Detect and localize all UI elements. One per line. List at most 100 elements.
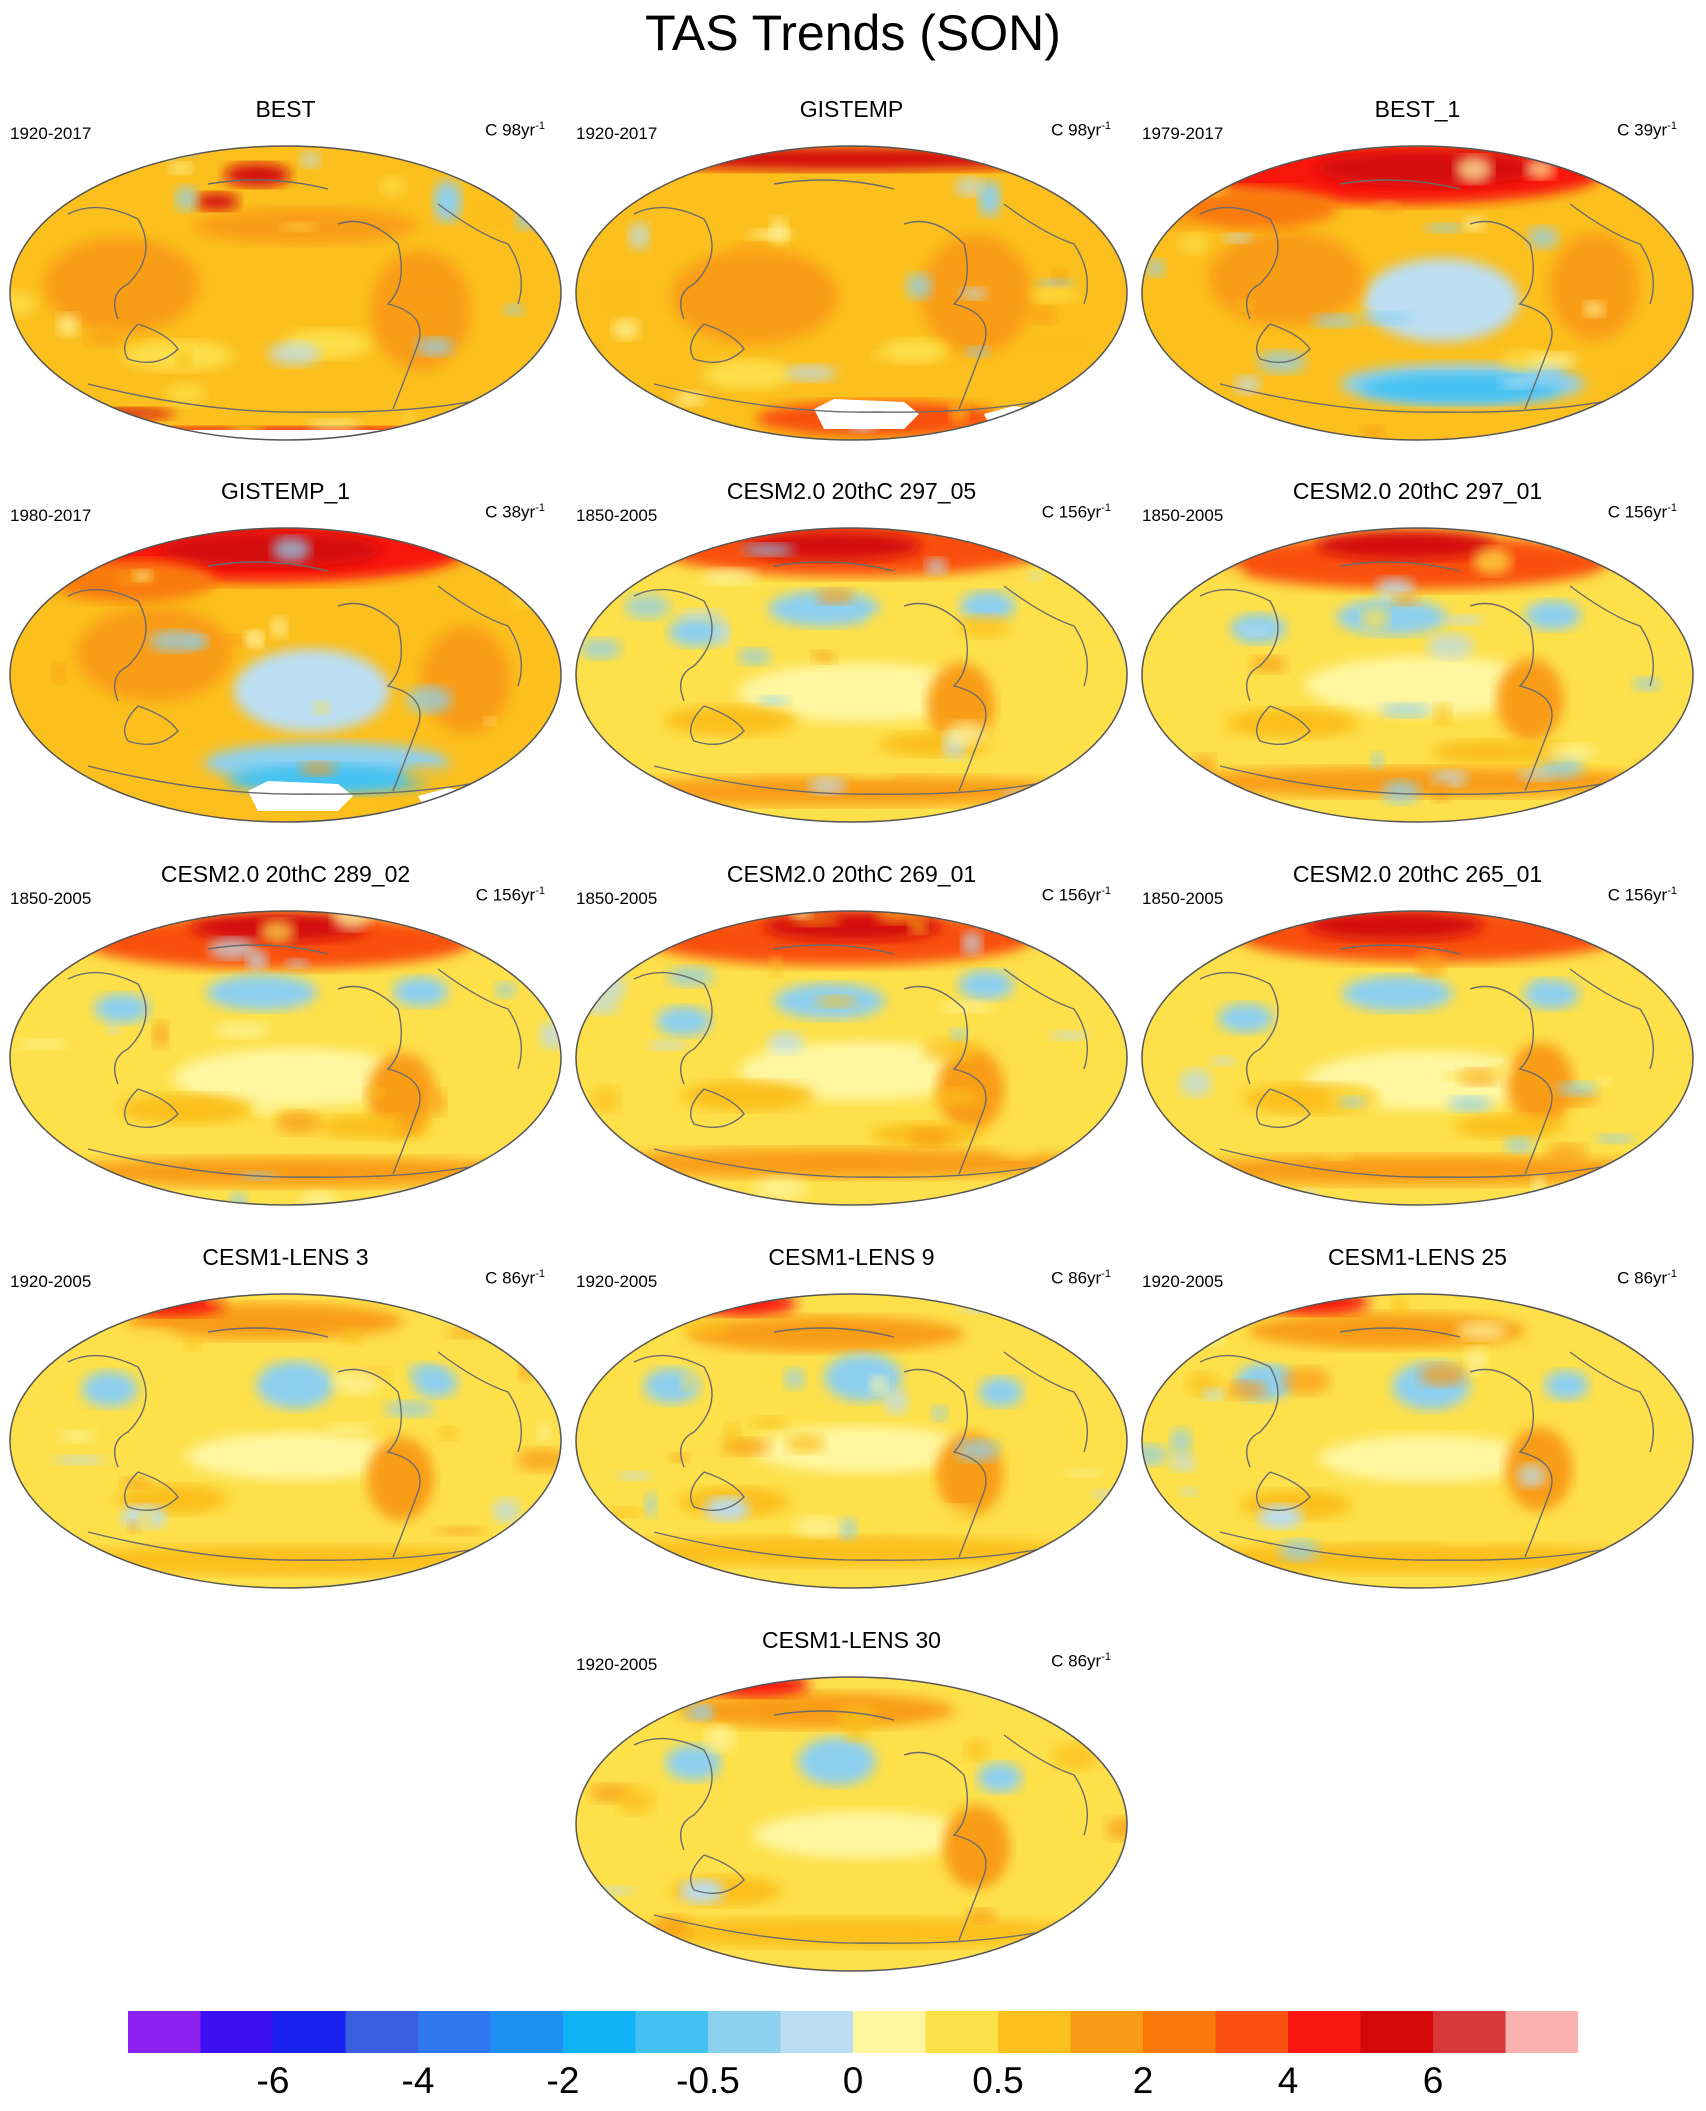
panel-units: C 98yr-1: [485, 120, 545, 141]
trend-speckle: [252, 1101, 281, 1117]
colorbar-box: [563, 2011, 636, 2053]
colorbar-box: [418, 2011, 491, 2053]
panel-period: 1980-2017: [10, 506, 92, 525]
trend-speckle: [833, 638, 846, 662]
global-map: [1141, 145, 1694, 441]
trend-speckle: [1434, 703, 1451, 725]
trend-speckle: [945, 721, 987, 747]
panel-title: BEST: [255, 96, 316, 122]
trend-speckle: [1210, 1056, 1236, 1066]
colorbar-box: [1215, 2011, 1289, 2053]
colorbar-tick-label: 0.5: [972, 2060, 1024, 2101]
trend-region: [680, 1081, 814, 1111]
trend-speckle: [604, 1507, 645, 1518]
trend-speckle: [1391, 592, 1420, 606]
trend-speckle: [1583, 301, 1605, 317]
trend-speckle: [168, 162, 194, 175]
trend-speckle: [1034, 337, 1084, 351]
panel-units-exponent: -1: [535, 120, 545, 132]
trend-speckle: [767, 1030, 804, 1054]
colorbar-tick-label: 6: [1422, 2060, 1444, 2101]
trend-speckle: [1504, 1136, 1534, 1153]
panel-units-exponent: -1: [1101, 1268, 1111, 1280]
trend-speckle: [1601, 692, 1624, 710]
trend-region: [119, 1094, 253, 1125]
trend-speckle: [408, 1362, 446, 1383]
trend-speckle: [1178, 233, 1209, 255]
panel-units-exponent: -1: [1667, 120, 1677, 132]
coastlines: [67, 179, 523, 413]
trend-speckle: [299, 151, 321, 168]
coastlines: [67, 1327, 523, 1561]
trend-speckle: [784, 364, 837, 382]
trend-speckle: [1658, 1042, 1693, 1065]
coastlines: [633, 179, 1089, 413]
trend-speckle: [871, 350, 884, 363]
trend-speckle: [332, 911, 372, 931]
trend-speckle: [1309, 325, 1340, 341]
trend-speckle: [905, 272, 933, 300]
panel-units-exponent: -1: [1101, 120, 1111, 132]
trend-speckle: [986, 1677, 1029, 1690]
trend-speckle: [1517, 769, 1552, 782]
missing-data-region: [248, 781, 478, 811]
trend-speckle: [1560, 912, 1587, 930]
trend-speckle: [1029, 286, 1080, 303]
panel-title: CESM2.0 20thC 297_05: [726, 478, 977, 504]
trend-speckle: [908, 1127, 953, 1147]
trend-speckle: [136, 1507, 155, 1535]
trend-speckle: [1199, 562, 1247, 588]
global-map: [1141, 527, 1694, 823]
panel-units: C 156yr-1: [1042, 502, 1111, 523]
trend-region: [1304, 655, 1549, 716]
trend-region: [223, 163, 291, 187]
map-border: [575, 527, 1128, 823]
trend-speckle: [640, 1312, 677, 1328]
map-border: [1141, 145, 1694, 441]
trend-speckle: [1664, 1312, 1693, 1330]
trend-speckle: [753, 1176, 807, 1201]
trend-speckle: [1035, 278, 1076, 288]
trend-speckle: [543, 745, 561, 761]
panel-title: CESM1-LENS 30: [762, 1627, 941, 1653]
map-panel: CESM1-LENS 25 1920-2005 C 86yr-1: [1140, 1244, 1695, 1592]
colorbar-box: [1433, 2011, 1506, 2053]
trend-speckle: [268, 341, 321, 367]
trend-speckle: [121, 1476, 152, 1489]
map-border: [9, 1293, 562, 1589]
coastlines: [67, 944, 523, 1178]
trend-region: [663, 705, 797, 736]
trend-region: [421, 626, 511, 734]
trend-region: [1550, 232, 1640, 341]
trend-speckle: [340, 1328, 363, 1345]
trend-speckle: [1499, 377, 1533, 389]
trend-region: [1454, 1114, 1566, 1139]
map-panel: CESM1-LENS 9 1920-2005 C 86yr-1: [574, 1244, 1129, 1592]
trend-speckle: [1179, 1069, 1212, 1097]
map-border: [575, 145, 1128, 441]
trend-speckle: [576, 1942, 601, 1970]
trend-speckle: [702, 568, 758, 586]
trend-speckle: [1679, 752, 1693, 774]
trend-speckle: [1426, 633, 1474, 660]
trend-speckle: [576, 1908, 617, 1921]
trend-region: [233, 648, 390, 733]
colorbar-box: [708, 2011, 781, 2053]
trend-region: [1315, 150, 1538, 187]
global-map: [9, 1293, 562, 1589]
trend-speckle: [208, 938, 256, 960]
trend-speckle: [1432, 780, 1451, 802]
trend-speckle: [1101, 1769, 1121, 1792]
trend-speckle: [270, 616, 288, 639]
panel-units: C 86yr-1: [1051, 1651, 1111, 1672]
global-map: [9, 145, 562, 441]
map-border: [1141, 910, 1694, 1206]
trend-speckle: [1052, 1742, 1099, 1771]
panel-units: C 156yr-1: [1042, 885, 1111, 906]
trend-region: [185, 1432, 408, 1481]
trend-speckle: [1241, 624, 1272, 636]
trend-speckle: [647, 1040, 689, 1051]
panel-period: 1850-2005: [576, 506, 658, 525]
colorbar-box: [273, 2011, 346, 2053]
trend-region: [977, 1762, 1023, 1793]
